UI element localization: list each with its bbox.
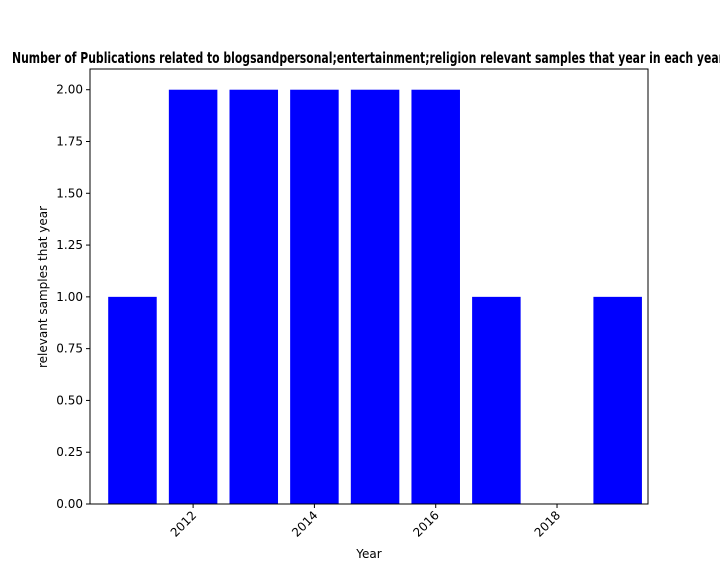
y-tick-label: 0.50 xyxy=(56,393,83,407)
y-axis-label: relevant samples that year xyxy=(36,206,50,368)
y-tick-label: 1.50 xyxy=(56,186,83,200)
chart-title: Number of Publications related to blogsa… xyxy=(12,49,720,67)
y-tick-label: 2.00 xyxy=(56,83,83,97)
x-tick-label: 2014 xyxy=(289,508,320,539)
y-tick-label: 0.25 xyxy=(56,445,83,459)
y-tick-label: 1.25 xyxy=(56,238,83,252)
y-tick-label: 0.00 xyxy=(56,497,83,511)
bar-2016 xyxy=(411,89,460,504)
bar-2017 xyxy=(472,296,521,504)
y-tick-label: 0.75 xyxy=(56,342,83,356)
x-tick-label: 2016 xyxy=(410,508,441,539)
bar-2019 xyxy=(593,296,642,504)
x-axis-label: Year xyxy=(355,547,381,561)
bars-group xyxy=(108,89,642,504)
bar-2013 xyxy=(229,89,279,504)
y-tick-label: 1.00 xyxy=(56,290,83,304)
plot-frame xyxy=(89,68,649,505)
bar-2011 xyxy=(108,296,157,504)
bar-2014 xyxy=(290,89,339,504)
x-axis: 2012 2014 2016 2018 xyxy=(168,504,563,540)
bar-2015 xyxy=(350,89,400,504)
bar-2012 xyxy=(168,89,218,504)
x-tick-label: 2018 xyxy=(532,508,563,539)
y-tick-label: 1.75 xyxy=(56,135,83,149)
y-axis: 0.00 0.25 0.50 0.75 1.00 1.25 1.50 1.75 2.00 xyxy=(56,83,90,511)
x-tick-label: 2012 xyxy=(168,508,199,539)
